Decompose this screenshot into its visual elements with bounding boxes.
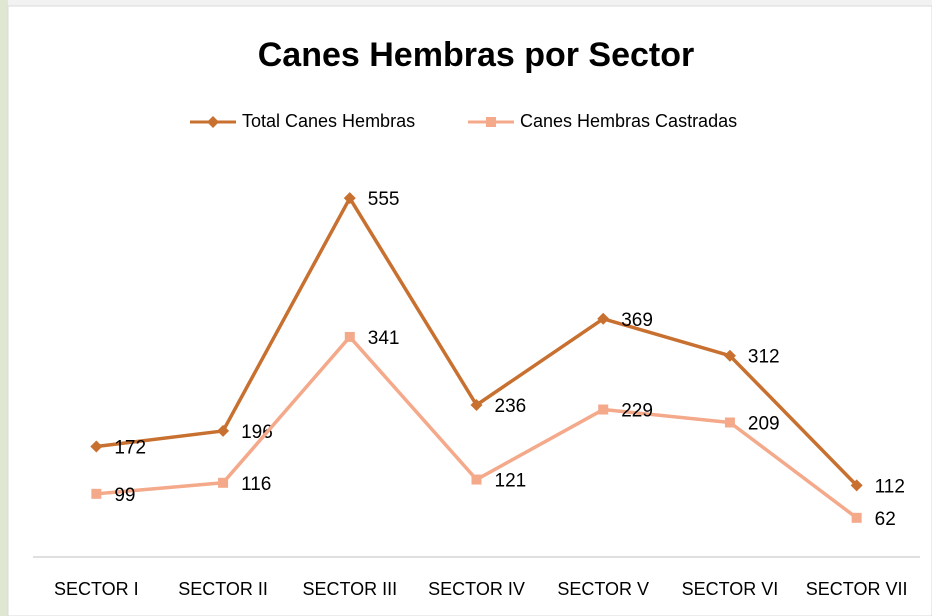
marker xyxy=(91,488,102,499)
data-label: 99 xyxy=(114,485,135,506)
marker xyxy=(486,117,496,127)
data-label: 196 xyxy=(241,422,273,443)
marker xyxy=(850,479,863,492)
data-label: 555 xyxy=(368,189,400,210)
marker xyxy=(207,116,219,128)
marker xyxy=(724,417,735,428)
data-label: 229 xyxy=(621,401,653,422)
marker xyxy=(471,474,482,485)
legend-label: Total Canes Hembras xyxy=(242,111,415,131)
data-label: 172 xyxy=(114,438,146,459)
data-label: 312 xyxy=(748,347,780,368)
data-label: 369 xyxy=(621,310,653,331)
x-tick-label: SECTOR V xyxy=(557,579,649,599)
data-label: 112 xyxy=(875,476,905,497)
data-label: 121 xyxy=(495,471,527,492)
marker xyxy=(344,331,355,342)
chart-area xyxy=(7,5,932,616)
x-tick-label: SECTOR VI xyxy=(682,579,779,599)
marker xyxy=(851,512,862,523)
x-tick-label: SECTOR IV xyxy=(428,579,525,599)
marker xyxy=(217,424,230,437)
marker xyxy=(343,192,356,205)
marker xyxy=(723,349,736,362)
data-label: 209 xyxy=(748,414,780,435)
marker xyxy=(90,440,103,453)
legend-label: Canes Hembras Castradas xyxy=(520,111,737,131)
data-label: 116 xyxy=(241,474,271,495)
x-tick-label: SECTOR III xyxy=(302,579,397,599)
frame-edge xyxy=(0,0,8,616)
marker xyxy=(597,312,610,325)
x-tick-label: SECTOR VII xyxy=(806,579,908,599)
data-label: 62 xyxy=(875,509,896,530)
chart-title: Canes Hembras por Sector xyxy=(258,36,695,74)
data-label: 341 xyxy=(368,328,400,349)
x-tick-label: SECTOR II xyxy=(178,579,268,599)
marker xyxy=(598,404,609,415)
marker xyxy=(470,398,483,411)
marker xyxy=(218,477,229,488)
x-tick-label: SECTOR I xyxy=(54,579,139,599)
data-label: 236 xyxy=(495,396,527,417)
